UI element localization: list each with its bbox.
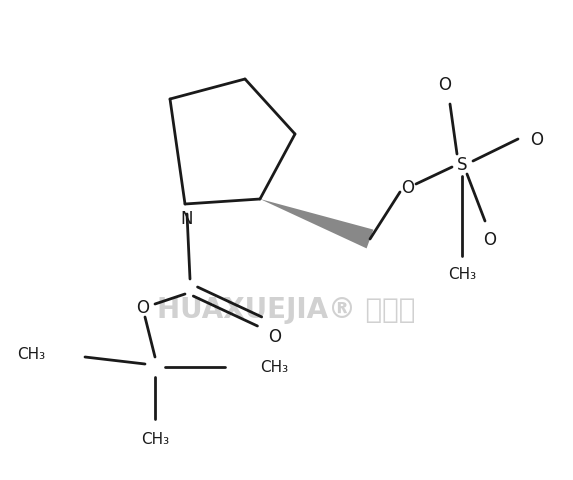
Text: CH₃: CH₃ (260, 360, 288, 375)
Text: O: O (136, 299, 150, 316)
Text: O: O (484, 230, 496, 249)
Polygon shape (260, 200, 374, 249)
Text: O: O (269, 327, 281, 345)
Text: CH₃: CH₃ (141, 432, 169, 446)
Text: N: N (180, 210, 193, 228)
Text: O: O (531, 131, 544, 149)
Text: CH₃: CH₃ (17, 347, 45, 362)
Text: O: O (438, 76, 452, 94)
Text: CH₃: CH₃ (448, 267, 476, 282)
Text: HUAXUEJIA® 化学加: HUAXUEJIA® 化学加 (157, 295, 415, 324)
Text: S: S (457, 156, 467, 174)
Text: O: O (402, 179, 414, 197)
